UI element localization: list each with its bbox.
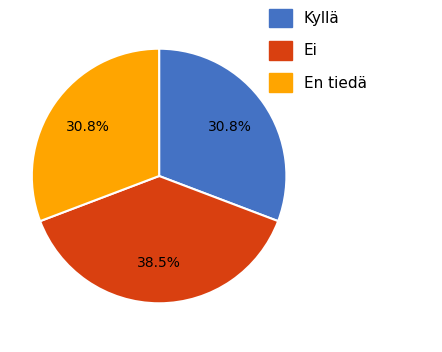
Wedge shape bbox=[159, 49, 286, 221]
Legend: Kyllä, Ei, En tiedä: Kyllä, Ei, En tiedä bbox=[269, 8, 367, 92]
Wedge shape bbox=[32, 49, 159, 221]
Text: 30.8%: 30.8% bbox=[209, 120, 252, 134]
Text: 30.8%: 30.8% bbox=[66, 120, 110, 134]
Wedge shape bbox=[40, 176, 278, 303]
Text: 38.5%: 38.5% bbox=[137, 256, 181, 270]
